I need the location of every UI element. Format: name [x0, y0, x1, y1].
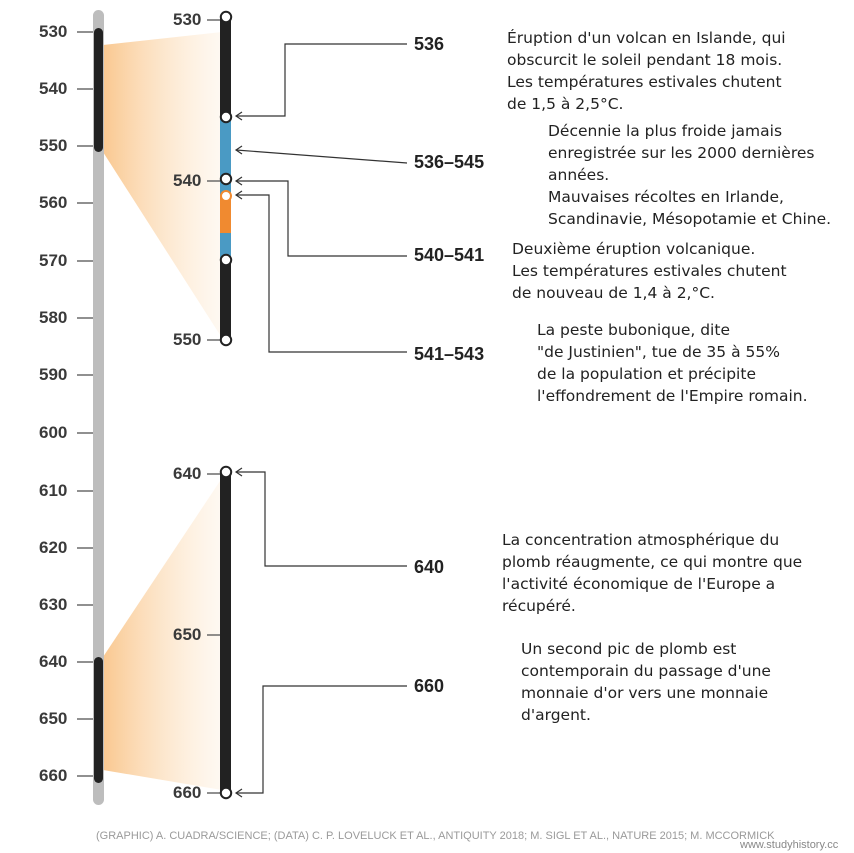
annotation-label-536-545: 536–545	[414, 152, 485, 172]
zoom-bottom-bar	[220, 472, 231, 794]
main-tick-630: 630	[39, 595, 68, 614]
annotation-label-660: 660	[414, 676, 445, 696]
main-highlight-bottom	[94, 657, 103, 783]
graphic-credit: (GRAPHIC) A. CUADRA/SCIENCE; (DATA) C. P…	[96, 830, 775, 842]
annotation-label-640: 640	[414, 557, 445, 577]
zoom-tick-640: 640	[173, 464, 202, 483]
zoom-tick-650: 650	[173, 625, 202, 644]
annotation-text-536-545: Décennie la plus froide jamais enregistr…	[548, 122, 832, 228]
zoom-tick-540: 540	[173, 171, 202, 190]
main-tick-660: 660	[39, 766, 68, 785]
main-tick-540: 540	[39, 79, 68, 98]
annotation-text-640: La concentration atmosphérique du plomb …	[502, 531, 803, 615]
main-tick-560: 560	[39, 193, 68, 212]
zoom-tick-530: 530	[173, 10, 202, 29]
main-tick-600: 600	[39, 423, 68, 442]
event-markers	[219, 10, 233, 800]
main-tick-650: 650	[39, 709, 68, 728]
main-tick-590: 590	[39, 365, 68, 384]
annotation-label-536: 536	[414, 34, 445, 54]
zoom-tick-550: 550	[173, 330, 202, 349]
connector-lines	[235, 43, 408, 794]
zoom-bottom-ticks	[207, 473, 220, 794]
annotation-text-540-541: Deuxième éruption volcanique. Les tempér…	[512, 240, 787, 302]
plague-segment	[220, 196, 231, 233]
annotation-text-541-543: La peste bubonique, dite "de Justinien",…	[537, 321, 808, 405]
main-highlight-top	[94, 28, 103, 152]
main-tick-610: 610	[39, 481, 68, 500]
cold-decade-segment	[220, 117, 231, 260]
main-tick-620: 620	[39, 538, 68, 557]
annotation-label-540-541: 540–541	[414, 245, 485, 265]
main-axis-ticks	[77, 31, 93, 777]
main-tick-640: 640	[39, 652, 68, 671]
main-tick-550: 550	[39, 136, 68, 155]
zoom-tick-660: 660	[173, 783, 202, 802]
main-axis-bar	[93, 10, 104, 805]
annotation-text-536: Éruption d'un volcan en Islande, qui obs…	[507, 29, 786, 113]
arrowheads	[234, 111, 243, 798]
main-tick-530: 530	[39, 22, 68, 41]
annotation-label-541-543: 541–543	[414, 344, 485, 364]
main-tick-580: 580	[39, 308, 68, 327]
zoom-wedge-bottom	[103, 478, 222, 790]
watermark: www.studyhistory.cc	[740, 839, 839, 851]
main-tick-570: 570	[39, 251, 68, 270]
zoom-top-ticks	[207, 19, 220, 341]
zoom-wedge-top	[103, 32, 222, 338]
plague-marker	[220, 190, 232, 202]
annotation-text-660: Un second pic de plomb est contemporain …	[521, 640, 771, 724]
